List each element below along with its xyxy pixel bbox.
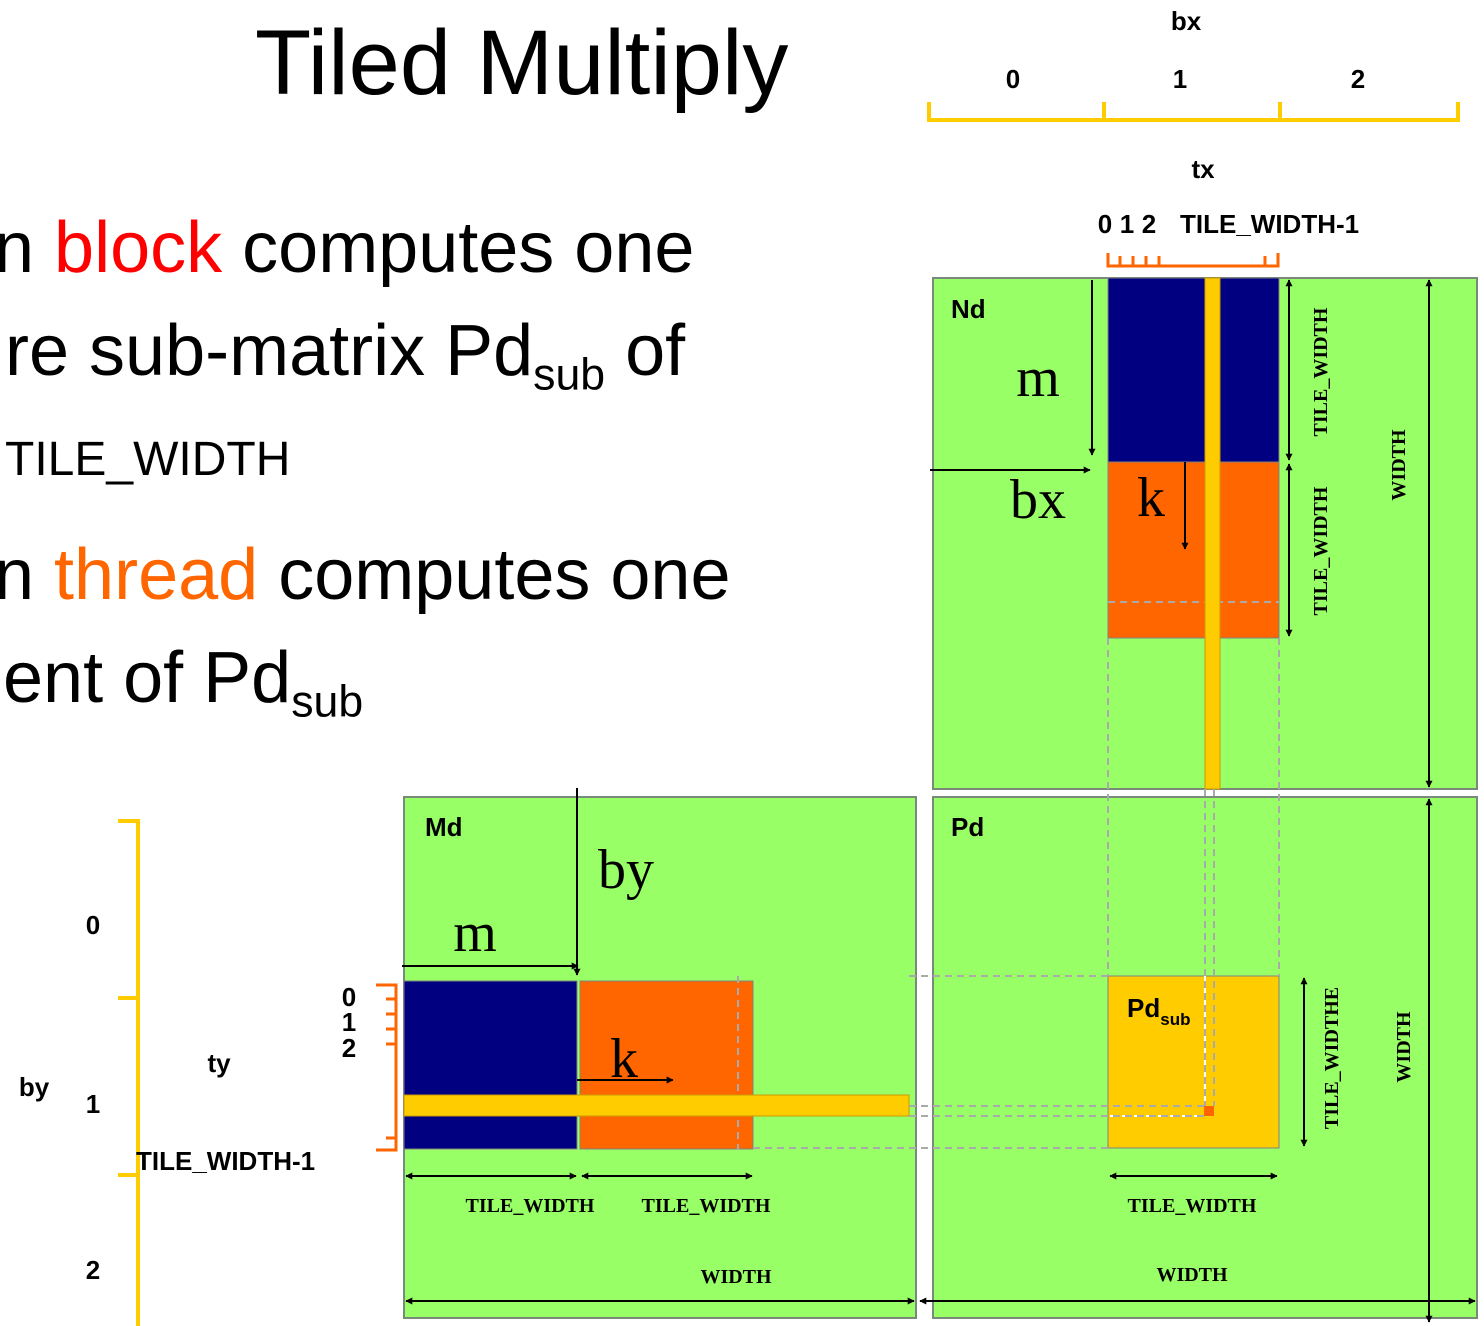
bullet-text: computes one [258,535,731,615]
tx-tick-last: TILE_WIDTH-1 [1180,209,1359,239]
bx-tick-0: 0 [1006,64,1020,94]
by-axis-label: by [19,1072,50,1102]
pd-element-marker [1204,1106,1214,1116]
subscript: sub [533,350,606,400]
ty-axis: ty 0 1 2 TILE_WIDTH-1 [136,982,398,1176]
nd-orange-tile [1107,461,1280,639]
pd-sub-label: Pdsub [1127,993,1190,1029]
md-navy-tile [403,980,578,1150]
by-brace [118,819,140,1326]
projection-guides [753,638,1280,1149]
nd-k-label: k [1137,467,1165,529]
tx-axis: tx 0 1 2 TILE_WIDTH-1 [1098,154,1359,268]
bullet-block-line-1: n block computes one [0,208,694,288]
ty-tick-last: TILE_WIDTH-1 [136,1146,315,1176]
nd-tile-width-upper-label: TILE_WIDTH [1310,307,1332,436]
nd-column-strip [1204,277,1221,790]
md-by-label: by [598,839,654,901]
bx-axis-label: bx [1171,6,1202,36]
nd-navy-tile [1107,277,1280,463]
bullet-text: n [0,535,55,615]
by-tick-2: 2 [86,1255,100,1285]
bullet-text: of [605,311,686,391]
bullet-text: ent of Pd [3,638,292,718]
ty-tick-0: 0 [342,982,356,1012]
bullet-text: re sub-matrix Pd [5,311,534,391]
ty-brace [376,983,398,1152]
nd-width-label: WIDTH [1388,429,1410,501]
pd-width-vertical-label: WIDTH [1393,1011,1415,1083]
nd-label: Nd [951,294,986,324]
ty-tick-2: 2 [342,1033,356,1063]
bx-tick-2: 2 [1351,64,1365,94]
block-keyword: block [54,208,223,288]
ty-tick-1: 1 [342,1007,356,1037]
thread-keyword: thread [54,535,259,615]
pd-tile-width-horizontal-label: TILE_WIDTH [1128,1195,1257,1217]
pd-tile-width-vertical-label: TILE_WIDTHE [1321,987,1343,1129]
bx-tick-1: 1 [1173,64,1187,94]
ty-axis-label: ty [207,1048,231,1078]
pd-sub-name: Pd [1127,993,1160,1023]
bx-brace [927,102,1460,122]
tx-tick-2: 2 [1142,209,1156,239]
bx-axis: bx 0 1 2 [927,6,1460,122]
bullet-text: computes one [222,208,695,288]
pd-sub-tile [1107,975,1280,1149]
tx-tick-0: 0 [1098,209,1112,239]
bullet-text: n [0,208,55,288]
by-axis: 0 1 2 by [19,819,140,1326]
md-row-strip [403,1094,910,1117]
md-m-label: m [453,902,497,964]
bullet-thread-line-2: ent of Pdsub [3,638,363,724]
tx-brace [1106,253,1280,268]
md-label: Md [425,812,463,842]
md-tile-width-right-label: TILE_WIDTH [642,1195,771,1217]
md-orange-tile [579,980,754,1150]
md-width-label: WIDTH [700,1266,772,1288]
tx-axis-label: tx [1191,154,1215,184]
bullet-block-line-3: TILE_WIDTH [5,433,291,486]
pd-label: Pd [951,812,984,842]
pd-width-horizontal-label: WIDTH [1156,1264,1228,1286]
bullet-thread-line-1: n thread computes one [0,535,731,615]
nd-tile-width-lower-label: TILE_WIDTH [1310,486,1332,615]
nd-m-label: m [1016,347,1060,409]
pd-matrix: Pd Pdsub TILE_WIDTHE TILE_WIDTH WIDTH WI… [919,796,1478,1323]
slide-title: Tiled Multiply [255,12,789,114]
nd-bx-label: bx [1010,469,1066,531]
bullet-block-line-2: re sub-matrix Pdsub of [5,311,686,397]
by-tick-1: 1 [86,1089,100,1119]
nd-matrix: Nd m bx k TILE_WIDTH TILE_WIDTH WIDTH [930,277,1478,790]
subscript: sub [291,677,364,727]
by-tick-0: 0 [86,910,100,940]
pd-sub-script: sub [1160,1010,1190,1029]
md-tile-width-left-label: TILE_WIDTH [466,1195,595,1217]
md-matrix: Md by m k TILE_WIDTH TILE_WIDTH WIDTH [402,788,917,1319]
tx-tick-1: 1 [1120,209,1134,239]
